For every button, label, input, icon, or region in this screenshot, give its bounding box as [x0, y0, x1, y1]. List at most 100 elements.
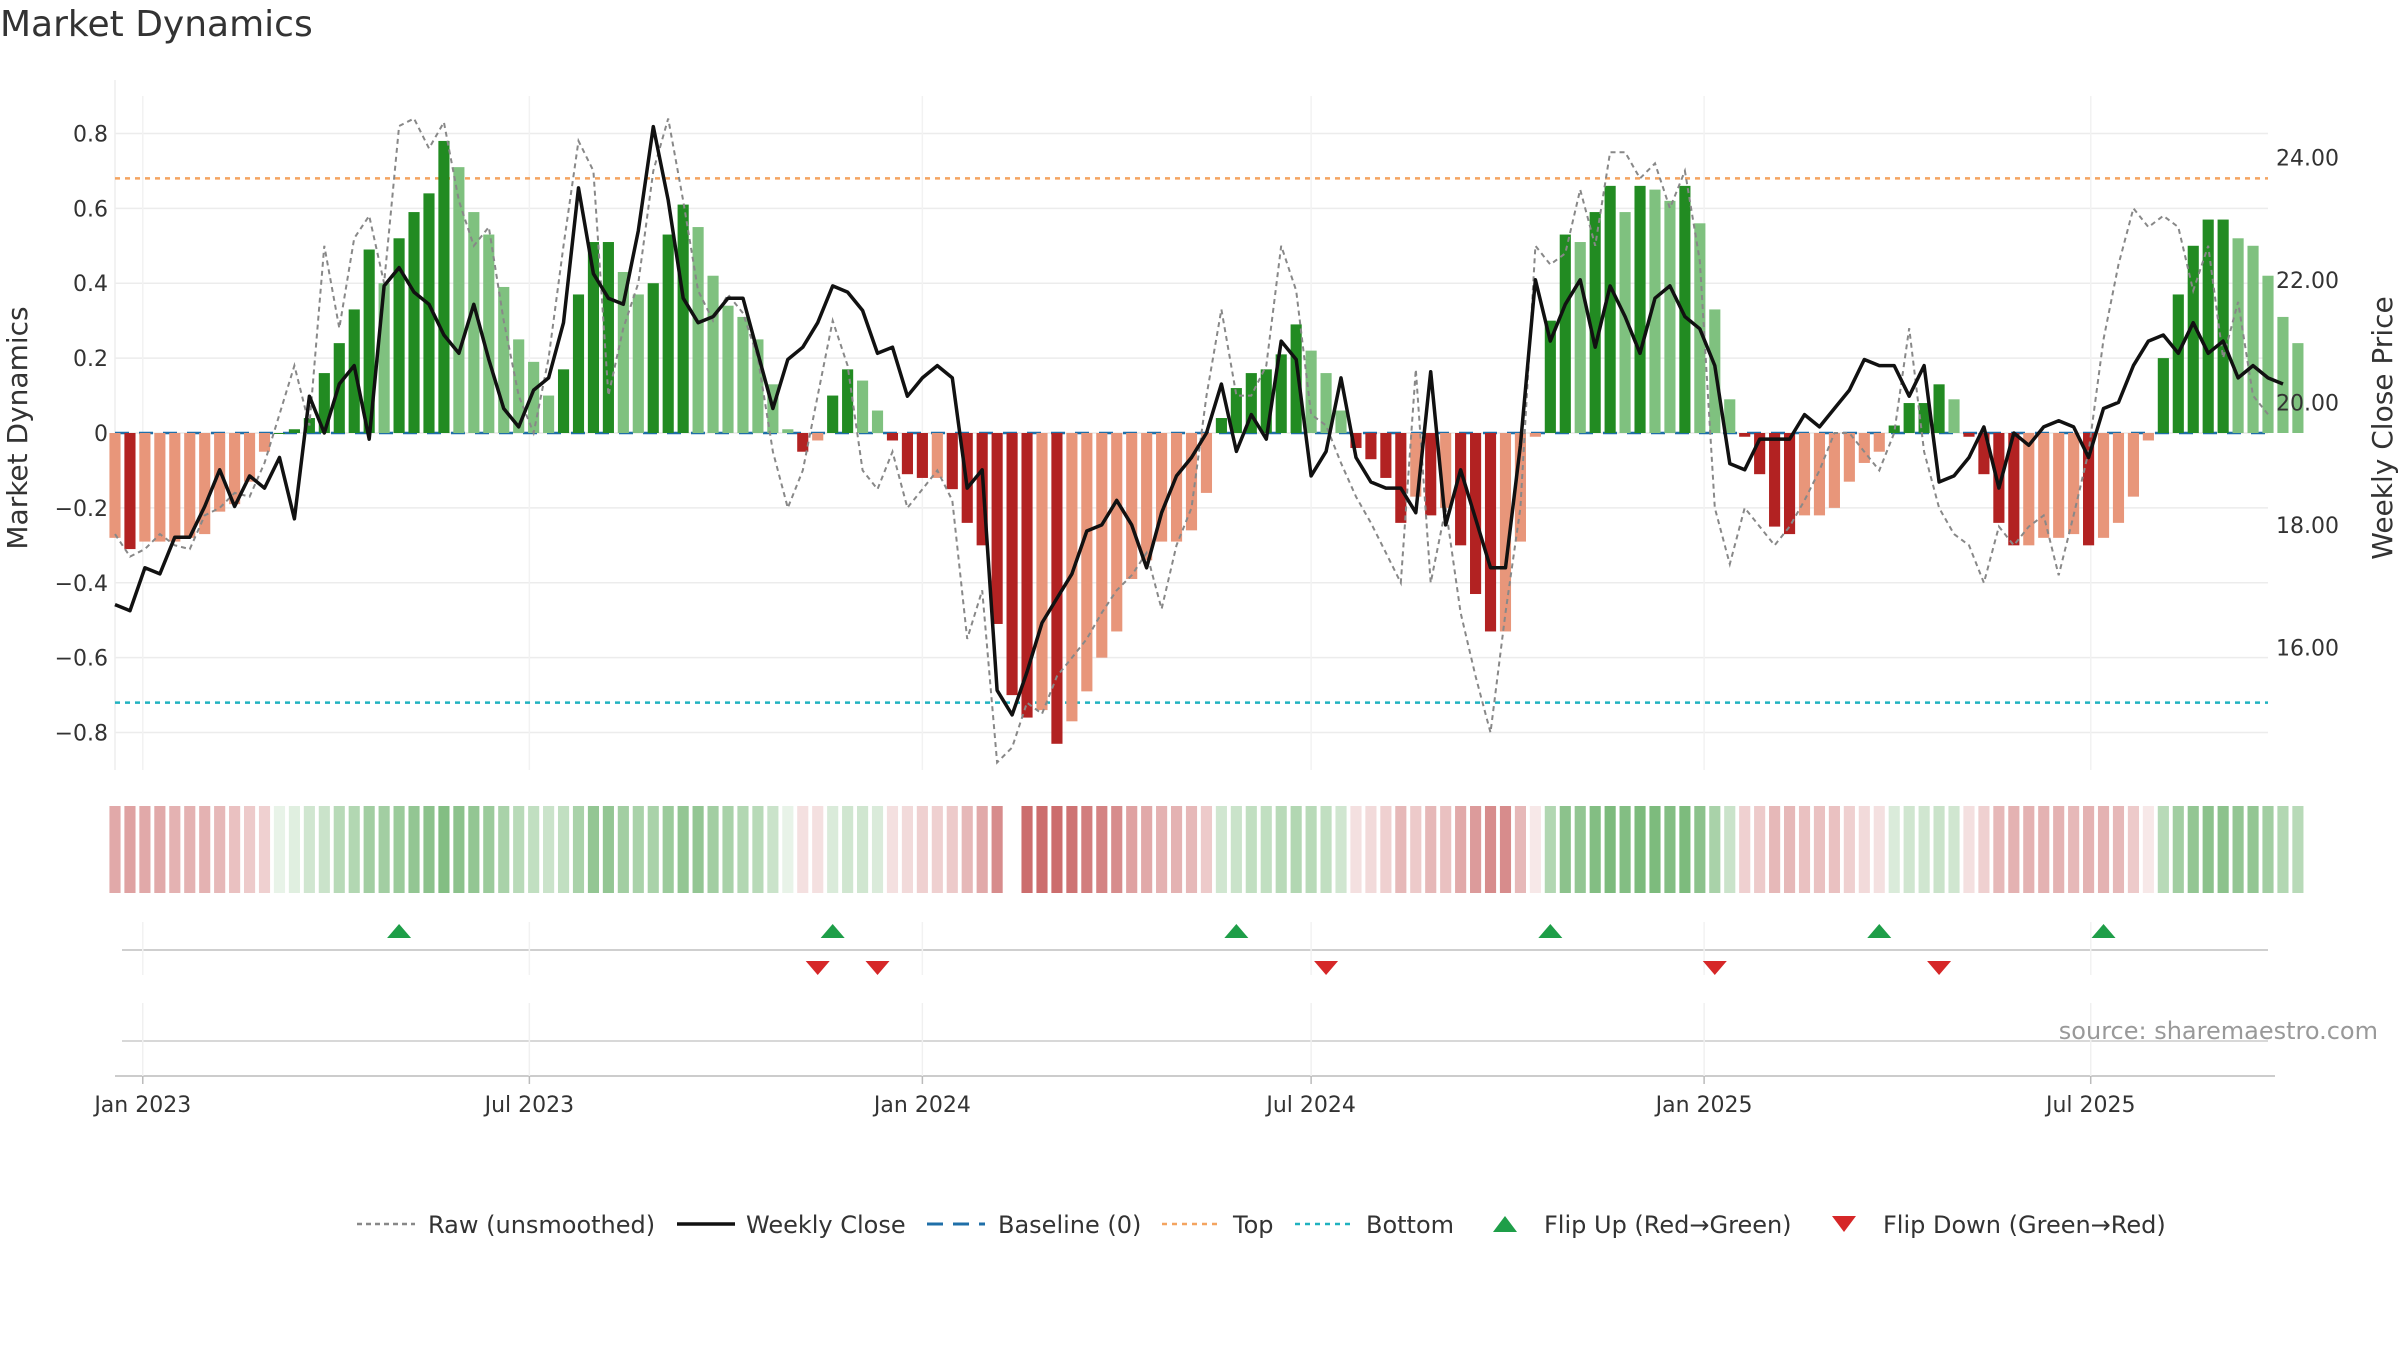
strip-cell-143 — [2247, 806, 2259, 893]
bar-24 — [468, 212, 480, 433]
bar-1 — [124, 433, 136, 550]
strip-cell-124 — [1963, 806, 1975, 893]
y-tick-label-7: −0.6 — [55, 647, 108, 672]
strip-cell-142 — [2232, 806, 2244, 893]
bar-73 — [1200, 433, 1213, 493]
flip-up-marker-0 — [387, 924, 412, 938]
bar-121 — [1918, 403, 1930, 433]
y-tick-label-0: 0.8 — [73, 122, 108, 147]
strip-cell-82 — [1335, 806, 1347, 893]
bar-132 — [2083, 433, 2095, 546]
bar-129 — [2038, 433, 2050, 538]
strip-cell-120 — [1903, 806, 1915, 893]
bar-141 — [2217, 219, 2229, 433]
strip-cell-108 — [1724, 806, 1736, 893]
raw-line — [114, 117, 2269, 765]
strip-cell-111 — [1769, 806, 1781, 893]
strip-cell-123 — [1948, 806, 1960, 893]
strip-cell-114 — [1813, 806, 1826, 893]
bar-52 — [886, 433, 899, 441]
bar-114 — [1813, 433, 1826, 516]
bar-50 — [857, 380, 869, 433]
strip-cell-20 — [408, 806, 420, 893]
strip-cell-40 — [707, 806, 719, 893]
strip-cell-42 — [737, 806, 749, 893]
flip-down-marker-2 — [1314, 961, 1339, 975]
bar-33 — [602, 242, 614, 433]
strip-cell-80 — [1305, 806, 1317, 893]
strip-cell-2 — [139, 806, 151, 893]
x-axis: Jan 2023 Jul 2023 Jan 2024 Jul 2024 Jan 2025… — [92, 1076, 2135, 1118]
strip-cell-115 — [1828, 806, 1840, 893]
bar-71 — [1170, 433, 1183, 542]
legend-label-flip_down: Flip Down (Green→Red) — [1883, 1211, 2166, 1239]
source-label: source: sharemaestro.com — [2059, 1017, 2378, 1045]
bar-55 — [931, 433, 943, 478]
bar-124 — [1963, 433, 1975, 437]
y-tick-label-6: −0.4 — [55, 572, 108, 597]
bar-67 — [1111, 433, 1123, 632]
bar-9 — [243, 433, 256, 482]
bar-101 — [1619, 212, 1631, 433]
bar-125 — [1978, 433, 1990, 475]
strip-cell-68 — [1126, 806, 1138, 893]
strip-cell-38 — [677, 806, 689, 893]
bar-144 — [2262, 275, 2274, 433]
strip-cell-27 — [513, 806, 525, 893]
strip-cell-21 — [423, 806, 435, 893]
strip-cell-122 — [1933, 806, 1945, 893]
bar-63 — [1051, 433, 1063, 744]
strip-cell-91 — [1470, 806, 1482, 893]
bar-48 — [827, 395, 839, 433]
bar-89 — [1440, 433, 1452, 508]
strip-cell-52 — [886, 806, 899, 893]
strip-cell-138 — [2172, 806, 2184, 893]
x-tick-label-5: Jul 2025 — [2044, 1093, 2136, 1118]
bar-65 — [1081, 433, 1093, 692]
strip-cell-45 — [782, 806, 794, 893]
bar-79 — [1290, 324, 1302, 433]
bar-41 — [722, 305, 734, 433]
strip-cell-92 — [1484, 806, 1497, 893]
bar-5 — [184, 433, 196, 538]
bar-61 — [1021, 433, 1033, 718]
bar-128 — [2023, 433, 2035, 546]
bar-40 — [707, 275, 719, 433]
bar-72 — [1185, 433, 1198, 531]
bar-139 — [2187, 245, 2199, 433]
legend-label-raw: Raw (unsmoothed) — [428, 1211, 655, 1239]
bar-31 — [572, 294, 585, 433]
y-axis-title: Market Dynamics — [1, 306, 34, 549]
strip-cell-100 — [1604, 806, 1616, 893]
bar-127 — [2008, 433, 2020, 546]
bar-87 — [1410, 433, 1422, 497]
strip-cell-37 — [662, 806, 674, 893]
bar-85 — [1380, 433, 1392, 478]
flip-up-marker-2 — [1224, 924, 1249, 938]
strip-cell-61 — [1021, 806, 1033, 893]
strip-cell-26 — [498, 806, 510, 893]
strip-cell-139 — [2187, 806, 2199, 893]
strip-cell-86 — [1395, 806, 1407, 893]
strip-cell-128 — [2023, 806, 2035, 893]
strip-cell-63 — [1051, 806, 1063, 893]
strip-cell-70 — [1156, 806, 1168, 893]
x-tick-label-0: Jan 2023 — [92, 1093, 191, 1118]
bar-11 — [273, 433, 286, 434]
bar-138 — [2172, 294, 2184, 433]
strip-cell-127 — [2008, 806, 2020, 893]
strip-cell-49 — [842, 806, 854, 893]
bar-84 — [1365, 433, 1377, 460]
strip-cell-110 — [1754, 806, 1766, 893]
bar-136 — [2142, 433, 2154, 441]
strip-cell-39 — [692, 806, 704, 893]
flip-up-marker-5 — [2091, 924, 2116, 938]
strip-cell-137 — [2157, 806, 2169, 893]
strip-cell-30 — [557, 806, 570, 893]
bar-86 — [1395, 433, 1407, 523]
bar-134 — [2112, 433, 2125, 523]
market-dynamics-bars — [109, 140, 2304, 744]
strip-cell-134 — [2112, 806, 2125, 893]
strip-cell-18 — [378, 806, 390, 893]
